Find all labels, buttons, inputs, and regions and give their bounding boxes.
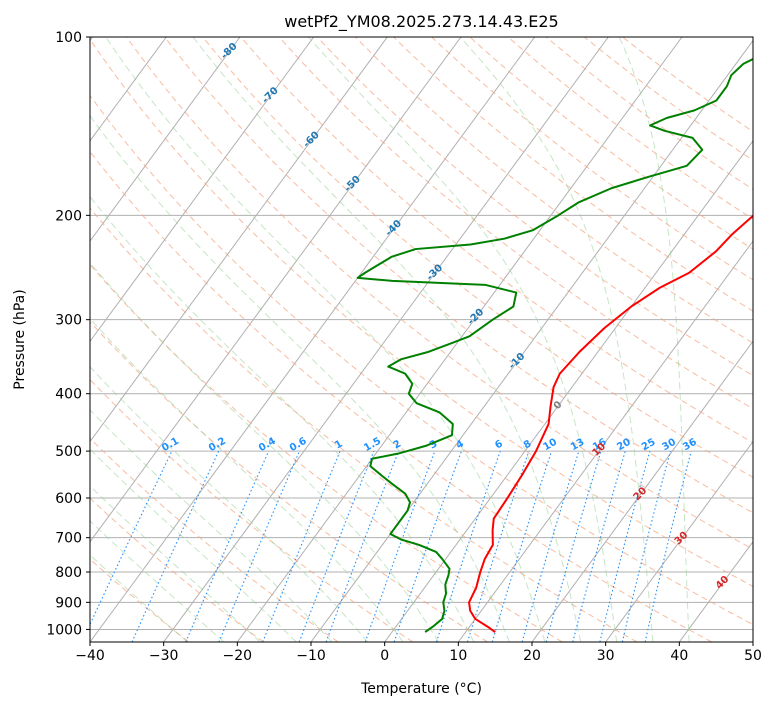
- mixing-ratio-line: [435, 450, 501, 642]
- x-tick-label: 20: [523, 648, 541, 664]
- mixing-ratio-line: [364, 450, 436, 642]
- x-tick-label: −20: [223, 648, 253, 664]
- mixing-ratio-line: [599, 450, 651, 642]
- y-tick-label: 700: [55, 531, 82, 547]
- moist-adiabat: [90, 317, 404, 642]
- mixing-ratio-line: [545, 450, 602, 642]
- mixing-ratio-line: [393, 450, 462, 642]
- y-tick-label: 200: [55, 208, 82, 224]
- y-tick-label: 900: [55, 595, 82, 611]
- isotherm-line: [90, 37, 315, 343]
- axes: −40 −30 −20 −10 0 10 20 30 40 50 100 200 300 400 500 60…: [46, 30, 762, 664]
- isotherm-line: [531, 340, 753, 642]
- dry-adiabat: [393, 37, 753, 312]
- y-tick-label: 600: [55, 491, 82, 507]
- isotherm-line: [605, 440, 753, 642]
- plot-frame: [89, 36, 754, 643]
- moist-adiabat: [459, 37, 654, 642]
- dry-adiabat: [126, 37, 753, 550]
- dry-adiabat: [90, 207, 638, 642]
- dry-adiabat: [164, 37, 753, 514]
- x-tick-label: 50: [744, 648, 762, 664]
- mixing-ratio-label: 4: [454, 438, 466, 451]
- mixing-ratio-line: [298, 450, 375, 642]
- y-tick-label: 500: [55, 444, 82, 460]
- dry-adiabat: [584, 37, 753, 161]
- x-tick-label: 0: [380, 648, 389, 664]
- y-tick-label: 1000: [46, 622, 82, 638]
- y-tick-label: 800: [55, 565, 82, 581]
- mixing-ratio-line: [491, 450, 553, 642]
- mixing-ratio-line: [185, 450, 270, 642]
- mixing-ratio-line: [572, 450, 626, 642]
- moist-adiabat: [90, 195, 475, 642]
- y-tick-label: 300: [55, 313, 82, 329]
- mixing-ratio-label: 6: [493, 438, 505, 451]
- dry-adiabat: [90, 378, 414, 642]
- moist-adiabat: [90, 409, 333, 642]
- mixing-ratio-line: [621, 450, 671, 642]
- dry-adiabat: [90, 150, 712, 642]
- chart-title: wetPf2_YM08.2025.273.14.43.E25: [284, 12, 558, 32]
- isotherm-line: [384, 140, 753, 642]
- mixing-ratio-line: [644, 450, 692, 642]
- isotherm-line: [90, 37, 388, 443]
- moist-adiabat: [90, 262, 439, 642]
- dry-adiabat: [202, 37, 753, 478]
- moist-adiabat: [105, 37, 546, 642]
- mixing-ratio-label: 2: [392, 438, 404, 451]
- mixing-ratio-line: [262, 450, 341, 642]
- dry-adiabat: [90, 320, 488, 642]
- dry-adiabat: [90, 38, 753, 587]
- dry-adiabat: [90, 497, 264, 642]
- dry-adiabat: [240, 37, 753, 444]
- isotherm-line: [457, 240, 753, 642]
- x-tick-label: 40: [670, 648, 688, 664]
- mixing-ratio-line: [218, 450, 301, 642]
- moist-adiabat: [618, 37, 690, 642]
- x-tick-label: −10: [296, 648, 326, 664]
- x-axis-label: Temperature (°C): [360, 681, 482, 697]
- moist-adiabat: [90, 366, 369, 642]
- moist-adiabat: [90, 448, 297, 642]
- mixing-ratio-label: 8: [522, 438, 534, 451]
- mixing-ratio-line: [521, 450, 580, 642]
- isotherm-line: [163, 37, 609, 642]
- mixing-ratio-label: 1: [333, 438, 345, 451]
- x-tick-label: 30: [597, 648, 615, 664]
- dry-adiabat: [431, 37, 753, 281]
- dry-adiabat: [355, 37, 753, 344]
- x-tick-label: −40: [75, 648, 105, 664]
- isotherm-line: [90, 37, 241, 242]
- y-tick-label: 400: [55, 387, 82, 403]
- dewpoint-profile: [356, 57, 753, 633]
- temperature-profile: [468, 214, 753, 633]
- isotherm-line: [90, 37, 167, 142]
- isotherm-line: [90, 37, 536, 642]
- x-tick-label: −30: [149, 648, 179, 664]
- y-axis-label: Pressure (hPa): [12, 289, 28, 389]
- y-tick-label: 100: [55, 30, 82, 46]
- mixing-ratio-label: 3: [428, 438, 440, 451]
- x-tick-label: 10: [449, 648, 467, 664]
- dry-adiabat: [90, 94, 753, 626]
- mixing-ratio-line: [325, 450, 400, 642]
- moist-adiabat: [90, 114, 510, 642]
